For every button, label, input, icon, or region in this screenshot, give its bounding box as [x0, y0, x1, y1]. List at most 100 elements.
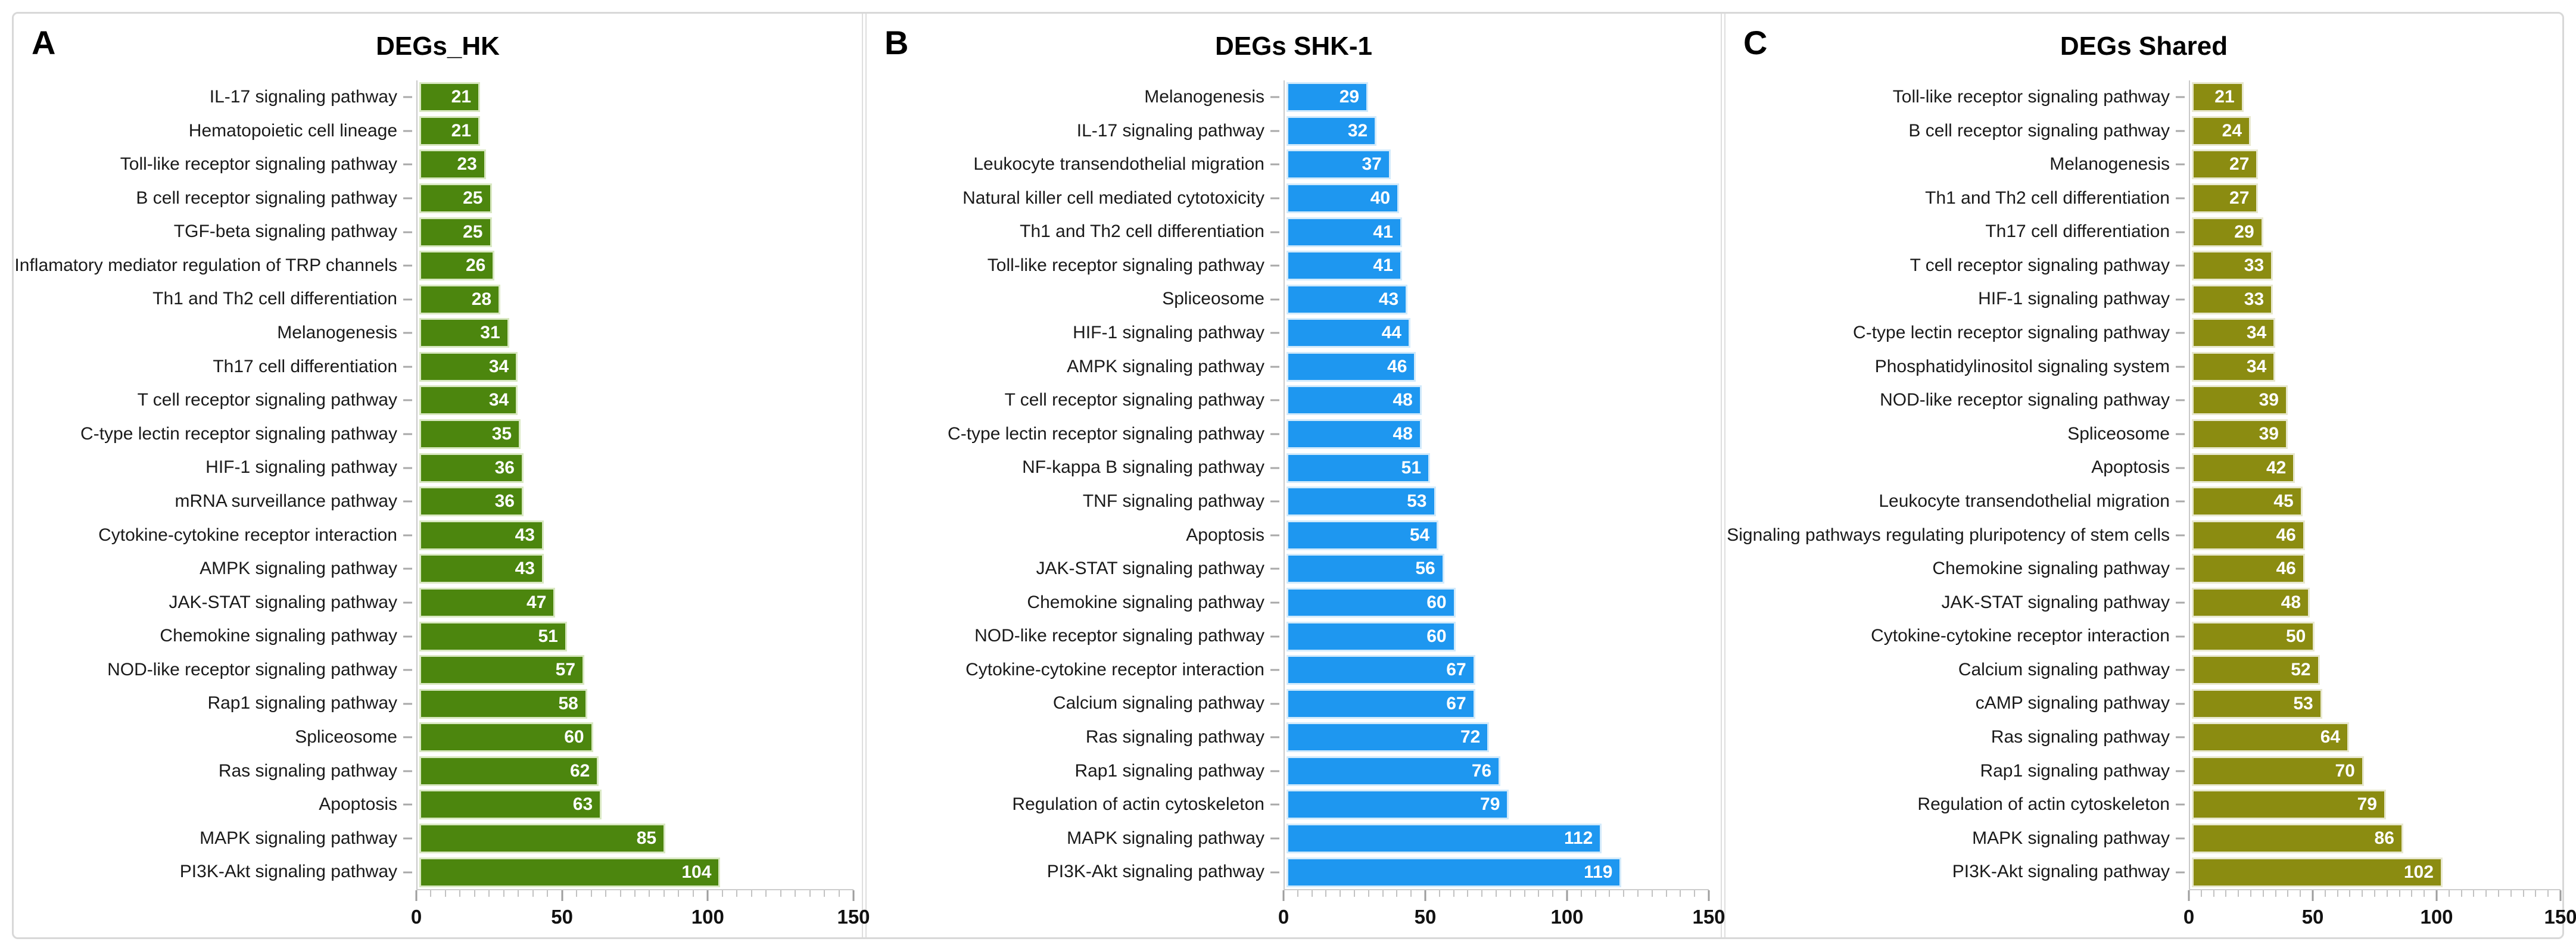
category-label: Leukocyte transendothelial migration [867, 155, 1284, 174]
bar-track: 33 [2189, 282, 2561, 316]
x-axis-minor-tick [736, 890, 738, 897]
bar: 58 [419, 688, 587, 719]
bar-track: 27 [2189, 182, 2561, 216]
panel-letter: C [1743, 24, 1768, 61]
chart-title: DEGs Shared [2060, 32, 2228, 61]
bar-row: T cell receptor signaling pathway 34 [14, 383, 862, 417]
x-axis-minor-tick [1297, 890, 1298, 897]
bar-track: 60 [1284, 586, 1709, 620]
bar: 27 [2192, 149, 2259, 180]
bar-track: 67 [1284, 687, 1709, 721]
category-label: JAK-STAT signaling pathway [14, 593, 416, 612]
bar-value-label: 27 [2229, 188, 2250, 208]
bar-track: 54 [1284, 519, 1709, 553]
category-label: Toll-like receptor signaling pathway [14, 155, 416, 174]
bar-value-label: 86 [2374, 828, 2394, 848]
bar-row: Signaling pathways regulating pluripoten… [1725, 519, 2562, 553]
category-label: AMPK signaling pathway [14, 559, 416, 578]
bar-row: C-type lectin receptor signaling pathway… [1725, 316, 2562, 350]
bar-value-label: 43 [515, 525, 535, 545]
category-label: IL-17 signaling pathway [14, 88, 416, 107]
category-label: Rap1 signaling pathway [1725, 762, 2189, 781]
bar: 104 [419, 857, 721, 887]
x-axis: 0 50 100 150 [2183, 889, 2576, 937]
x-axis-major-tick [2312, 890, 2314, 901]
bar-value-label: 25 [463, 222, 483, 242]
x-axis-minor-tick [518, 890, 519, 897]
bar-track: 39 [2189, 417, 2561, 451]
category-label: Signaling pathways regulating pluripoten… [1725, 526, 2189, 545]
category-label: T cell receptor signaling pathway [867, 391, 1284, 410]
bar: 85 [419, 824, 666, 853]
x-axis-major-tick [706, 890, 709, 901]
bar-value-label: 102 [2403, 862, 2434, 882]
bar-track: 33 [2189, 249, 2561, 283]
bar: 29 [1287, 82, 1369, 113]
category-label: B cell receptor signaling pathway [1725, 121, 2189, 141]
bar: 24 [2192, 116, 2251, 146]
x-axis-minor-tick [2411, 890, 2413, 897]
x-axis-minor-tick [1552, 890, 1554, 897]
category-label: NOD-like receptor signaling pathway [14, 660, 416, 679]
bar-track: 43 [1284, 282, 1709, 316]
bar: 62 [419, 756, 599, 786]
bar: 46 [2192, 520, 2305, 550]
x-axis-tick-label: 0 [2183, 906, 2195, 928]
bar-row: IL-17 signaling pathway 32 [867, 114, 1721, 148]
bar-track: 28 [416, 282, 854, 316]
bar-row: Th1 and Th2 cell differentiation 28 [14, 282, 862, 316]
bar-track: 42 [2189, 451, 2561, 485]
bar-value-label: 26 [465, 255, 486, 276]
bar: 60 [1287, 621, 1456, 651]
bar-row: Spliceosome 39 [1725, 417, 2562, 451]
bar-value-label: 79 [2357, 794, 2377, 815]
bar-row: B cell receptor signaling pathway 24 [1725, 114, 2562, 148]
x-axis-minor-tick [532, 890, 534, 897]
bar: 43 [419, 554, 544, 584]
bar-track: 112 [1284, 822, 1709, 856]
category-label: PI3K-Akt signaling pathway [14, 863, 416, 881]
bar-track: 36 [416, 485, 854, 519]
x-axis-minor-tick [1368, 890, 1369, 897]
category-label: Spliceosome [1725, 425, 2189, 444]
category-label: HIF-1 signaling pathway [14, 459, 416, 477]
bar-track: 46 [1284, 350, 1709, 384]
bar-value-label: 24 [2222, 120, 2242, 141]
bar-track: 57 [416, 653, 854, 687]
bar-track: 37 [1284, 148, 1709, 182]
bar: 119 [1287, 857, 1622, 887]
panel-letter: A [32, 24, 56, 61]
x-axis-minor-tick [1354, 890, 1355, 897]
x-axis-major-tick [2188, 890, 2190, 901]
bar-row: Calcium signaling pathway 52 [1725, 653, 2562, 687]
x-axis: 0 50 100 150 [1278, 889, 1725, 937]
x-axis-minor-tick [1538, 890, 1540, 897]
bar: 67 [1287, 688, 1475, 719]
bar-track: 56 [1284, 552, 1709, 586]
x-axis-major-tick [415, 890, 418, 901]
bar-row: TGF-beta signaling pathway 25 [14, 215, 862, 249]
bar: 36 [419, 487, 524, 517]
chart-title: DEGs SHK-1 [1214, 32, 1373, 61]
category-label: NOD-like receptor signaling pathway [867, 627, 1284, 646]
x-axis-minor-tick [576, 890, 578, 897]
bar-row: IL-17 signaling pathway 21 [14, 80, 862, 114]
category-label: JAK-STAT signaling pathway [867, 559, 1284, 578]
bar: 34 [2192, 351, 2276, 382]
bar-value-label: 53 [2293, 693, 2313, 713]
bar-row: Apoptosis 63 [14, 788, 862, 822]
bar: 36 [419, 453, 524, 483]
x-axis-minor-tick [2535, 890, 2537, 897]
bar-track: 34 [2189, 316, 2561, 350]
bar-track: 70 [2189, 754, 2561, 788]
bar: 40 [1287, 183, 1400, 214]
bar-row: Chemokine signaling pathway 51 [14, 619, 862, 653]
bar-track: 48 [1284, 417, 1709, 451]
x-axis-minor-tick [692, 890, 694, 897]
bar-value-label: 46 [2276, 559, 2296, 579]
bar-row: Apoptosis 54 [867, 519, 1721, 553]
category-label: Inflamatory mediator regulation of TRP c… [14, 256, 416, 275]
bar-value-label: 67 [1446, 693, 1466, 713]
bar-row: C-type lectin receptor signaling pathway… [867, 417, 1721, 451]
bar-value-label: 85 [636, 828, 657, 848]
